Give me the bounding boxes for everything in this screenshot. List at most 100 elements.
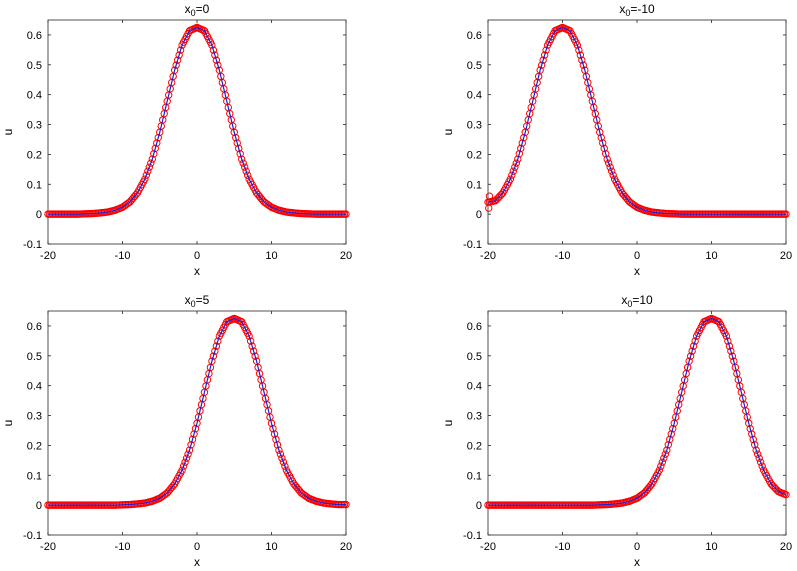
x-tick-label: -20: [40, 541, 56, 553]
data-marker: [661, 450, 670, 458]
y-tick-label: 0.6: [27, 321, 42, 333]
y-tick-label: 0.4: [467, 90, 482, 102]
data-marker: [188, 435, 197, 444]
y-tick-label: -0.1: [23, 239, 42, 251]
data-marker: [230, 128, 238, 136]
marker-series: [44, 23, 350, 218]
x-tick-label: 20: [340, 541, 352, 553]
data-marker: [578, 56, 586, 64]
y-axis-label: u: [441, 420, 455, 427]
data-marker: [539, 56, 547, 64]
y-tick-label: 0.1: [27, 470, 42, 482]
data-marker: [596, 128, 604, 136]
data-marker: [151, 144, 159, 153]
subplot-2: -20 -10 0 10 20-0.100.10.20.30.40.50.6xux0=-…: [441, 2, 792, 278]
y-tick-label: 0.1: [467, 179, 482, 191]
data-marker: [184, 450, 192, 458]
y-tick-label: 0.3: [467, 120, 482, 132]
line-series: [48, 26, 346, 215]
data-marker: [512, 159, 521, 167]
data-marker: [150, 150, 158, 158]
data-marker: [517, 144, 525, 153]
data-marker: [660, 454, 668, 462]
x-tick-label: -10: [115, 541, 131, 553]
y-tick-label: 0.3: [27, 120, 42, 132]
y-tick-label: 0.3: [467, 411, 482, 423]
data-marker: [211, 51, 219, 59]
data-marker: [537, 61, 546, 69]
data-marker: [579, 61, 588, 69]
title-subscript: 0: [625, 8, 630, 18]
data-marker: [269, 424, 277, 433]
data-marker: [209, 46, 218, 54]
data-marker: [666, 435, 674, 444]
data-marker: [689, 342, 698, 350]
y-tick-label: 0.6: [467, 30, 482, 42]
data-marker: [236, 150, 244, 158]
data-marker: [243, 171, 252, 179]
data-marker: [172, 61, 180, 69]
y-tick-label: 0.2: [467, 149, 482, 161]
title-tail: =0: [196, 2, 210, 16]
line-series: [488, 317, 787, 506]
data-marker: [154, 133, 162, 142]
data-marker: [267, 419, 276, 427]
y-tick-label: 0: [476, 209, 482, 221]
data-marker: [609, 171, 617, 179]
data-marker: [173, 56, 182, 64]
data-marker: [542, 46, 550, 54]
y-tick-label: 0.4: [27, 90, 42, 102]
x-tick-label: -10: [555, 541, 571, 553]
data-marker: [655, 466, 664, 474]
data-marker: [209, 352, 218, 360]
data-marker: [190, 430, 198, 438]
data-marker: [745, 419, 753, 427]
data-marker: [758, 462, 766, 470]
data-marker: [669, 424, 677, 433]
data-marker: [688, 347, 696, 355]
y-tick-label: 0.6: [27, 30, 42, 42]
data-marker: [148, 155, 157, 163]
data-marker: [246, 337, 255, 345]
data-marker: [685, 357, 693, 365]
data-marker: [752, 446, 760, 454]
y-tick-label: 0.6: [467, 321, 482, 333]
y-axis-label: u: [1, 420, 15, 427]
data-marker: [751, 441, 759, 449]
data-marker: [182, 454, 191, 462]
data-marker: [540, 51, 549, 59]
data-marker: [755, 454, 763, 462]
subplot-title: x0=5: [185, 293, 210, 309]
data-marker: [233, 139, 241, 147]
data-marker: [279, 458, 288, 466]
data-marker: [153, 139, 161, 147]
y-tick-label: 0.3: [27, 411, 42, 423]
data-marker: [600, 144, 608, 153]
data-marker: [147, 159, 155, 167]
data-marker: [251, 352, 259, 360]
line-series: [48, 317, 346, 506]
y-tick-label: 0.5: [467, 351, 482, 363]
data-marker: [214, 61, 222, 69]
x-tick-label: 0: [634, 250, 640, 262]
y-axis-label: u: [441, 129, 455, 136]
data-marker: [607, 167, 616, 175]
title-subscript: 0: [191, 299, 196, 309]
data-marker: [746, 424, 754, 433]
x-axis-label: x: [634, 264, 640, 278]
data-marker: [278, 454, 286, 462]
marker-series: [484, 23, 790, 218]
data-marker: [515, 150, 523, 158]
data-marker: [144, 167, 152, 175]
data-marker: [212, 56, 221, 64]
data-marker: [520, 133, 528, 142]
subplot-title: x0=0: [185, 2, 210, 18]
x-tick-label: 20: [780, 250, 792, 262]
data-marker: [175, 51, 183, 59]
x-tick-label: 10: [705, 541, 717, 553]
y-tick-label: 0.2: [27, 149, 42, 161]
y-tick-label: 0.1: [27, 179, 42, 191]
x-tick-label: -10: [555, 250, 571, 262]
title-base: x: [619, 2, 625, 16]
data-marker: [214, 337, 222, 345]
